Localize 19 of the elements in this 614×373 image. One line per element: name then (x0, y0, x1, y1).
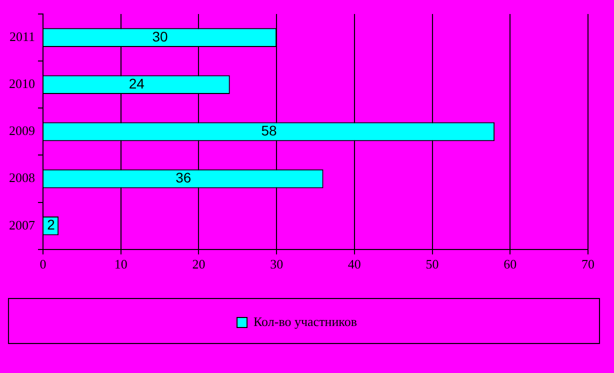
data-label: 2 (47, 216, 56, 233)
data-label: 24 (128, 75, 145, 92)
y-tick-label: 2008 (9, 170, 35, 186)
y-tick-label: 2011 (9, 28, 35, 44)
x-tick-label: 70 (582, 256, 594, 272)
y-tick-label: 2009 (9, 123, 35, 138)
data-label: 30 (152, 28, 168, 44)
x-tick-label: 0 (40, 256, 46, 272)
y-tick-label: 2010 (9, 76, 35, 92)
x-tick-label: 20 (192, 256, 206, 272)
x-tick-label: 30 (270, 256, 284, 272)
data-label: 58 (261, 122, 278, 139)
x-tick-label: 10 (114, 256, 128, 272)
legend-label: Кол-во участников (254, 314, 357, 329)
data-label: 36 (176, 170, 192, 186)
y-tick-label: 2007 (9, 217, 36, 232)
x-tick-label: 60 (504, 256, 517, 272)
x-tick-label: 50 (426, 256, 439, 272)
x-tick-label: 40 (348, 256, 361, 272)
